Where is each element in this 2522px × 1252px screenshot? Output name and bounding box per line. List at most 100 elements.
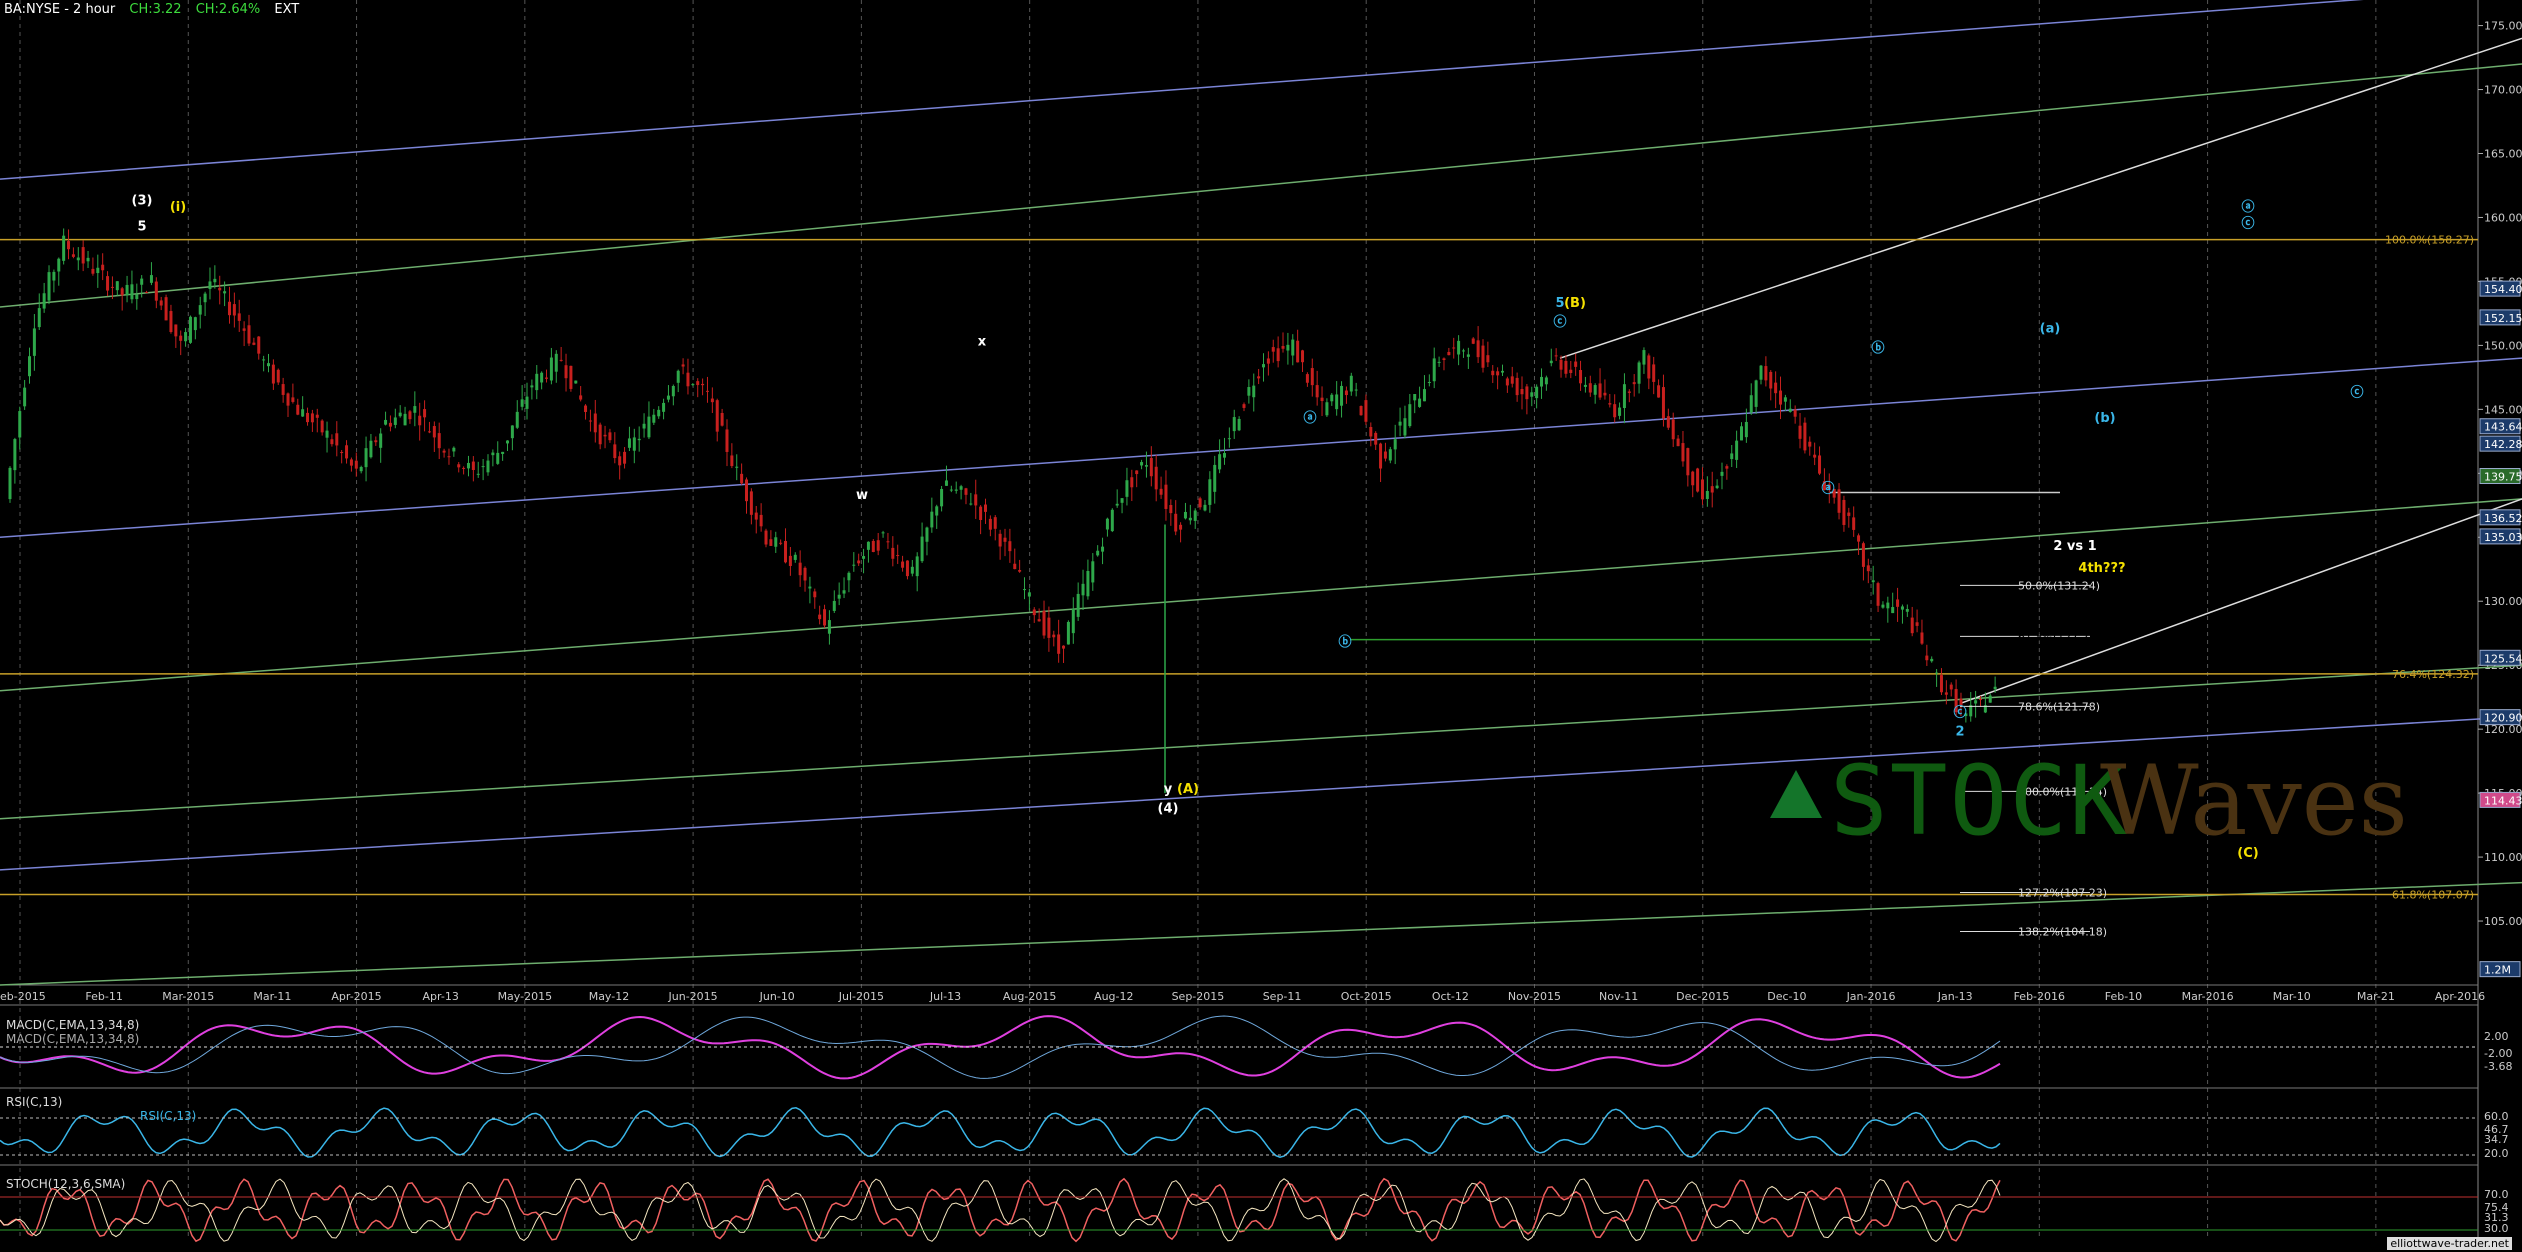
candle-body: [964, 488, 968, 495]
candle-body: [1115, 503, 1119, 506]
candle-body: [188, 316, 192, 343]
candle-body: [725, 429, 729, 452]
candle-body: [1023, 589, 1027, 591]
candle-body: [71, 254, 75, 257]
candle-body: [1593, 385, 1597, 395]
candle-body: [106, 276, 110, 291]
candle-body: [1340, 385, 1344, 406]
candle-body: [218, 287, 222, 291]
x-tick-label: Nov-2015: [1508, 990, 1561, 1003]
indicator-axis-label: -2.00: [2484, 1047, 2512, 1060]
x-tick-label: Aug-12: [1094, 990, 1133, 1003]
candle-body: [1154, 466, 1158, 490]
candle-body: [1003, 537, 1007, 542]
candle-body: [1896, 599, 1900, 607]
price-badge-label: 120.90: [2484, 712, 2522, 725]
candle-body: [506, 440, 509, 444]
candle-body: [798, 562, 802, 576]
candle-body: [813, 591, 817, 598]
candle-body: [1110, 509, 1114, 532]
candle-body: [1818, 455, 1822, 474]
stoch-k: [0, 1177, 2001, 1243]
candle-body: [710, 398, 714, 403]
candle-body: [1813, 454, 1817, 458]
candle-body: [896, 555, 900, 557]
candle-body: [1652, 364, 1656, 382]
candle-body: [1920, 632, 1924, 644]
indicator-axis-label: 2.00: [2484, 1030, 2509, 1043]
candle-body: [540, 372, 544, 383]
candle-body: [954, 489, 958, 491]
candle-body: [310, 413, 314, 423]
indicator-axis-label: -3.68: [2484, 1060, 2512, 1073]
candle-body: [1803, 422, 1807, 451]
candle-body: [306, 412, 310, 423]
candle-body: [876, 540, 880, 551]
candle-body: [720, 412, 724, 426]
candle-body: [452, 447, 456, 452]
indicator-axis-label: 60.0: [2484, 1110, 2509, 1123]
macd-label-2: MACD(C,EMA,13,34,8): [6, 1032, 140, 1046]
wave-label: w: [856, 488, 868, 503]
candle-body: [37, 308, 41, 328]
y-tick-label: 120.00: [2484, 723, 2522, 736]
candle-body: [247, 325, 251, 344]
wave-label: 5: [137, 219, 146, 234]
candle-body: [154, 281, 158, 301]
fib-target-label: 127.2%(107.23): [2018, 887, 2107, 900]
wave-label: (i): [170, 200, 186, 215]
candle-body: [1857, 535, 1861, 542]
candle-body: [891, 547, 895, 559]
wave-label: (a): [2040, 322, 2061, 337]
footer-site: elliottwave-trader.net: [2387, 1237, 2512, 1250]
price-badge-label: 1.2M: [2484, 964, 2511, 977]
candle-body: [998, 533, 1002, 547]
candle-body: [252, 342, 256, 345]
candle-body: [1125, 480, 1129, 497]
candle-body: [1983, 705, 1987, 713]
price-badge-label: 125.54: [2484, 652, 2522, 665]
wave-label: ⓒ: [1953, 704, 1966, 720]
candle-body: [788, 555, 792, 566]
y-tick-label: 145.00: [2484, 403, 2522, 416]
wave-label: 2: [1955, 725, 1964, 740]
candle-body: [1574, 361, 1578, 367]
candle-body: [545, 377, 549, 379]
candle-body: [1262, 364, 1266, 368]
wave-label: (C): [2237, 846, 2258, 861]
trend-line: [1559, 37, 2522, 359]
candle-body: [466, 462, 470, 469]
x-tick-label: Jan-2016: [1846, 990, 1896, 1003]
candle-body: [808, 586, 812, 589]
candle-body: [1861, 543, 1865, 567]
candle-body: [237, 313, 241, 321]
candle-body: [666, 395, 670, 400]
candle-body: [267, 363, 271, 367]
candle-body: [1159, 488, 1163, 495]
candle-body: [1837, 489, 1841, 513]
price-badge: [2479, 528, 2521, 545]
candle-body: [1476, 340, 1480, 358]
candle-body: [1725, 466, 1729, 469]
wave-label: (B): [1564, 296, 1586, 311]
candle-body: [1076, 593, 1080, 617]
candle-body: [1974, 700, 1978, 704]
fib-target-label: 100.0%(115.14): [2018, 785, 2107, 798]
price-badge: [2479, 309, 2521, 326]
candle-body: [262, 359, 266, 361]
candle-body: [423, 409, 427, 418]
candle-body: [1744, 421, 1748, 438]
candle-body: [1798, 425, 1802, 439]
candle-body: [242, 328, 246, 331]
candle-body: [1515, 377, 1519, 396]
channel-line: [0, 357, 2522, 539]
channel-line: [0, 881, 2522, 986]
candle-body: [1583, 384, 1587, 387]
wave-label: ⓑ: [1338, 634, 1351, 650]
candle-body: [1681, 443, 1685, 462]
candle-body: [862, 556, 866, 559]
candle-body: [1140, 462, 1144, 466]
candle-body: [793, 554, 797, 560]
candle-body: [1364, 400, 1368, 422]
